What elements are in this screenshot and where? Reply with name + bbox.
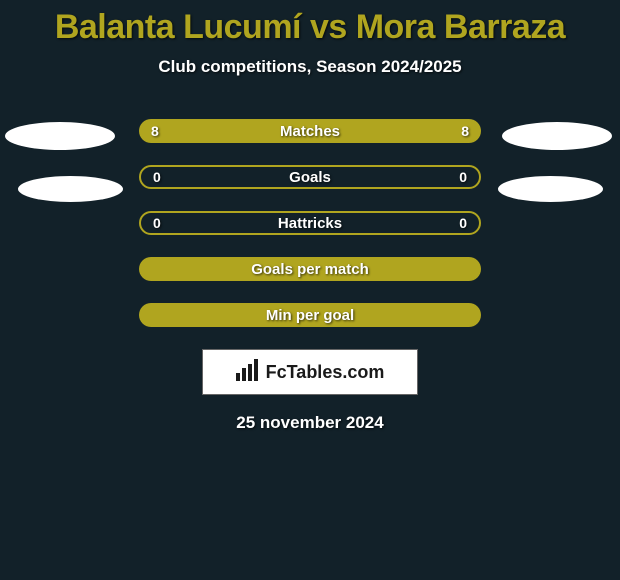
stat-bar: 0 Goals 0: [139, 165, 481, 189]
stat-value-left: 0: [153, 169, 161, 185]
stat-bar: 0 Hattricks 0: [139, 211, 481, 235]
stat-label: Min per goal: [266, 307, 354, 324]
stat-bar: Goals per match: [139, 257, 481, 281]
bars-icon: [236, 359, 260, 386]
subtitle: Club competitions, Season 2024/2025: [0, 57, 620, 77]
page-title: Balanta Lucumí vs Mora Barraza: [0, 0, 620, 47]
stat-bar: Min per goal: [139, 303, 481, 327]
stat-value-left: 8: [151, 123, 159, 139]
stat-value-right: 0: [459, 215, 467, 231]
decorative-ellipse: [5, 122, 115, 150]
stat-value-right: 8: [461, 123, 469, 139]
stat-label: Goals per match: [251, 261, 369, 278]
comparison-infographic: Balanta Lucumí vs Mora Barraza Club comp…: [0, 0, 620, 580]
stat-label: Goals: [289, 169, 331, 186]
decorative-ellipse: [18, 176, 123, 202]
date-text: 25 november 2024: [0, 413, 620, 433]
stat-label: Matches: [280, 123, 340, 140]
stat-row-min-per-goal: Min per goal: [0, 303, 620, 327]
decorative-ellipse: [498, 176, 603, 202]
stat-row-goals-per-match: Goals per match: [0, 257, 620, 281]
stat-label: Hattricks: [278, 215, 342, 232]
logo-text: FcTables.com: [266, 362, 385, 383]
stat-value-left: 0: [153, 215, 161, 231]
logo-box: FcTables.com: [202, 349, 418, 395]
stat-value-right: 0: [459, 169, 467, 185]
stat-bar: 8 Matches 8: [139, 119, 481, 143]
decorative-ellipse: [502, 122, 612, 150]
stat-row-hattricks: 0 Hattricks 0: [0, 211, 620, 235]
stats-area: 8 Matches 8 0 Goals 0 0 Hattricks 0 Goal…: [0, 119, 620, 327]
